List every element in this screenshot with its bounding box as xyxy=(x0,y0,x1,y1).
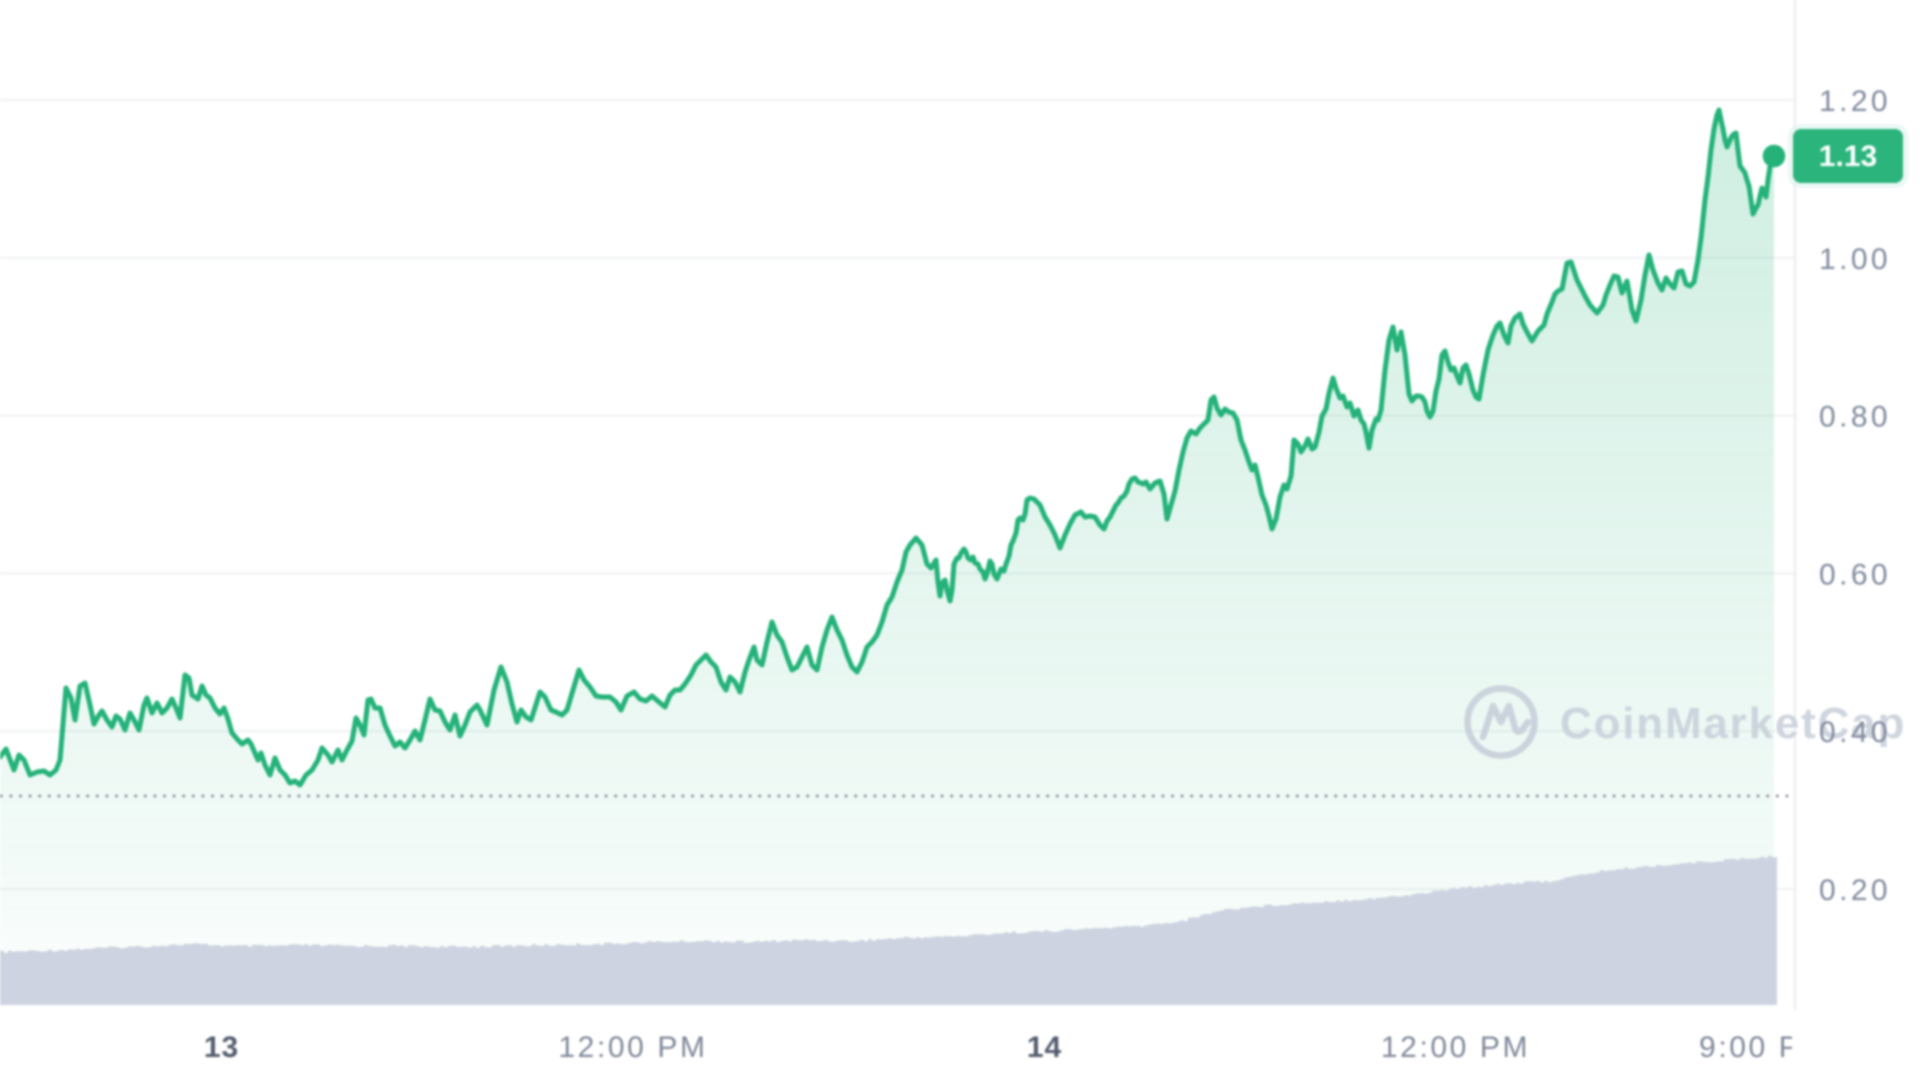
svg-text:14: 14 xyxy=(1027,1031,1062,1064)
svg-text:0.40: 0.40 xyxy=(1819,716,1891,749)
svg-text:0.60: 0.60 xyxy=(1819,558,1891,591)
svg-text:1.20: 1.20 xyxy=(1819,85,1891,118)
svg-text:0.80: 0.80 xyxy=(1819,401,1891,434)
svg-text:CoinMarketCap: CoinMarketCap xyxy=(1560,699,1906,748)
svg-text:1.13: 1.13 xyxy=(1819,140,1877,173)
svg-text:12:00 PM: 12:00 PM xyxy=(1381,1031,1530,1064)
svg-text:1.00: 1.00 xyxy=(1819,243,1891,276)
svg-text:9:00 PM: 9:00 PM xyxy=(1699,1031,1829,1064)
svg-text:13: 13 xyxy=(204,1031,239,1064)
svg-text:0.20: 0.20 xyxy=(1819,874,1891,907)
svg-text:12:00 PM: 12:00 PM xyxy=(558,1031,707,1064)
